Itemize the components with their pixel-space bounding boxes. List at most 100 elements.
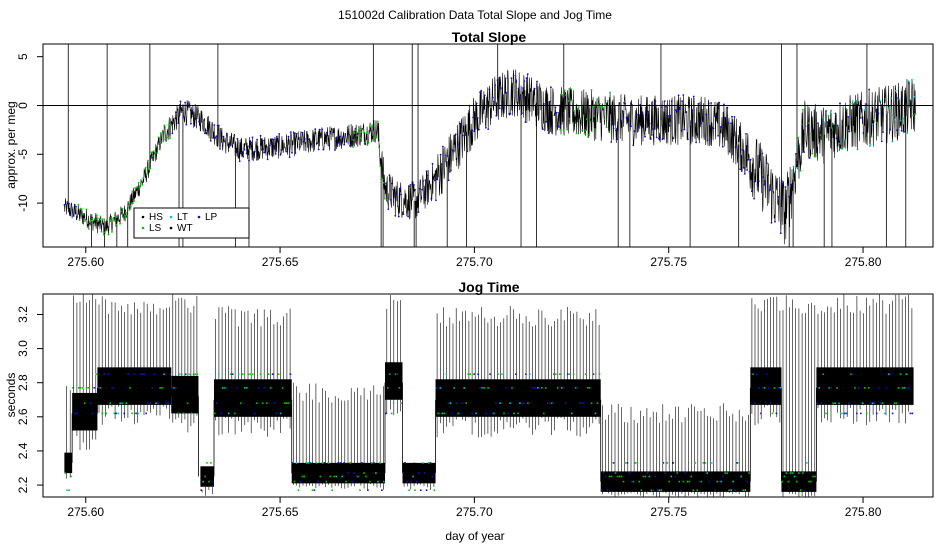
- total-slope-point: [655, 136, 658, 139]
- total-slope-point: [590, 89, 593, 91]
- jog-time-point: [862, 402, 864, 404]
- jog-time-point: [598, 373, 601, 375]
- total-slope-point: [140, 179, 142, 182]
- total-slope-point: [111, 231, 113, 233]
- jog-time-point: [628, 472, 631, 474]
- jog-time-point: [744, 489, 746, 491]
- jog-time-point: [74, 412, 76, 415]
- total-slope-point: [288, 156, 291, 159]
- total-slope-point: [149, 167, 152, 170]
- jog-time-point: [121, 402, 123, 404]
- total-slope-point: [372, 139, 375, 142]
- jog-time-point: [418, 472, 420, 474]
- total-slope-point: [488, 88, 491, 91]
- total-slope-point: [365, 132, 368, 135]
- total-slope-point: [660, 106, 663, 109]
- jog-time-point: [319, 475, 322, 478]
- total-slope-point: [641, 111, 644, 114]
- total-slope-point: [126, 215, 128, 217]
- total-slope-point: [241, 151, 243, 154]
- jog-time-point: [808, 480, 810, 483]
- total-slope-point: [807, 122, 810, 124]
- total-slope-point: [810, 133, 812, 135]
- total-slope-point: [476, 117, 479, 119]
- jog-time-point: [871, 402, 874, 404]
- jog-time-point: [604, 475, 607, 478]
- jog-time-point: [381, 489, 383, 491]
- jog-time-point: [866, 412, 868, 415]
- total-slope-point: [501, 106, 503, 109]
- jog-time-point: [551, 402, 553, 404]
- total-slope-point: [106, 219, 109, 221]
- jog-time-point: [787, 480, 790, 483]
- total-slope-point: [784, 186, 787, 188]
- total-slope-point: [798, 143, 801, 146]
- jog-time-point: [293, 480, 296, 483]
- jog-time-point: [235, 387, 238, 389]
- jog-time-point: [133, 373, 135, 375]
- total-slope-point: [901, 117, 904, 120]
- total-slope-point: [562, 129, 565, 132]
- total-slope-point: [676, 105, 679, 108]
- jog-time-point: [702, 462, 705, 464]
- jog-time-point: [537, 387, 539, 389]
- jog-time-point: [674, 475, 677, 478]
- total-slope-point: [825, 110, 827, 112]
- legend-marker-lt: [169, 215, 173, 219]
- jog-time-point: [832, 402, 834, 404]
- total-slope-point: [280, 149, 283, 151]
- total-slope-point: [819, 134, 822, 136]
- total-slope-point: [559, 128, 562, 131]
- total-slope-point: [583, 132, 586, 135]
- total-slope-point: [834, 112, 837, 115]
- jog-time-point: [541, 387, 543, 389]
- jog-time-point: [339, 462, 341, 464]
- total-slope-point: [589, 120, 592, 123]
- total-slope-point: [803, 151, 805, 154]
- total-slope-x-tick-label: 275.80: [845, 255, 882, 269]
- total-slope-point: [301, 131, 304, 134]
- jog-time-point: [335, 475, 337, 478]
- jog-time-point: [309, 462, 312, 464]
- total-slope-point: [194, 118, 197, 121]
- jog-time-point: [692, 489, 695, 491]
- total-slope-point: [712, 127, 715, 130]
- total-slope-point: [721, 145, 724, 148]
- jog-time-point: [245, 387, 248, 389]
- total-slope-point: [165, 136, 168, 139]
- total-slope-point: [649, 138, 652, 140]
- jog-time-point: [97, 387, 99, 389]
- total-slope-point: [523, 80, 526, 82]
- total-slope-point: [378, 146, 380, 149]
- jog-time-point: [748, 472, 750, 474]
- jog-time-point: [806, 462, 808, 464]
- total-slope-point: [354, 129, 357, 132]
- total-slope-point: [761, 152, 764, 155]
- jog-time-point: [243, 387, 246, 389]
- total-slope-point: [710, 102, 712, 104]
- total-slope-point: [103, 234, 105, 236]
- total-slope-point: [884, 97, 887, 100]
- total-slope-point: [717, 134, 719, 137]
- jog-time-point: [568, 373, 571, 375]
- total-slope-point: [705, 113, 708, 116]
- total-slope-point: [731, 115, 733, 118]
- total-slope-point: [733, 116, 736, 118]
- jog-time-point: [566, 373, 569, 375]
- jog-time-point: [682, 480, 685, 483]
- total-slope-point: [575, 132, 578, 135]
- total-slope-point: [747, 158, 750, 161]
- jog-time-point: [402, 472, 405, 474]
- jog-time-point: [547, 402, 549, 404]
- jog-time-point: [329, 475, 331, 478]
- total-slope-point: [858, 107, 861, 110]
- total-slope-point: [411, 181, 414, 184]
- total-slope-point: [482, 108, 485, 110]
- total-slope-point: [479, 91, 481, 93]
- jog-time-point: [210, 462, 212, 464]
- total-slope-point: [875, 108, 877, 111]
- jog-time-point: [485, 412, 487, 415]
- jog-time-point: [752, 373, 754, 375]
- jog-time-point: [202, 480, 204, 483]
- total-slope-point: [375, 136, 378, 139]
